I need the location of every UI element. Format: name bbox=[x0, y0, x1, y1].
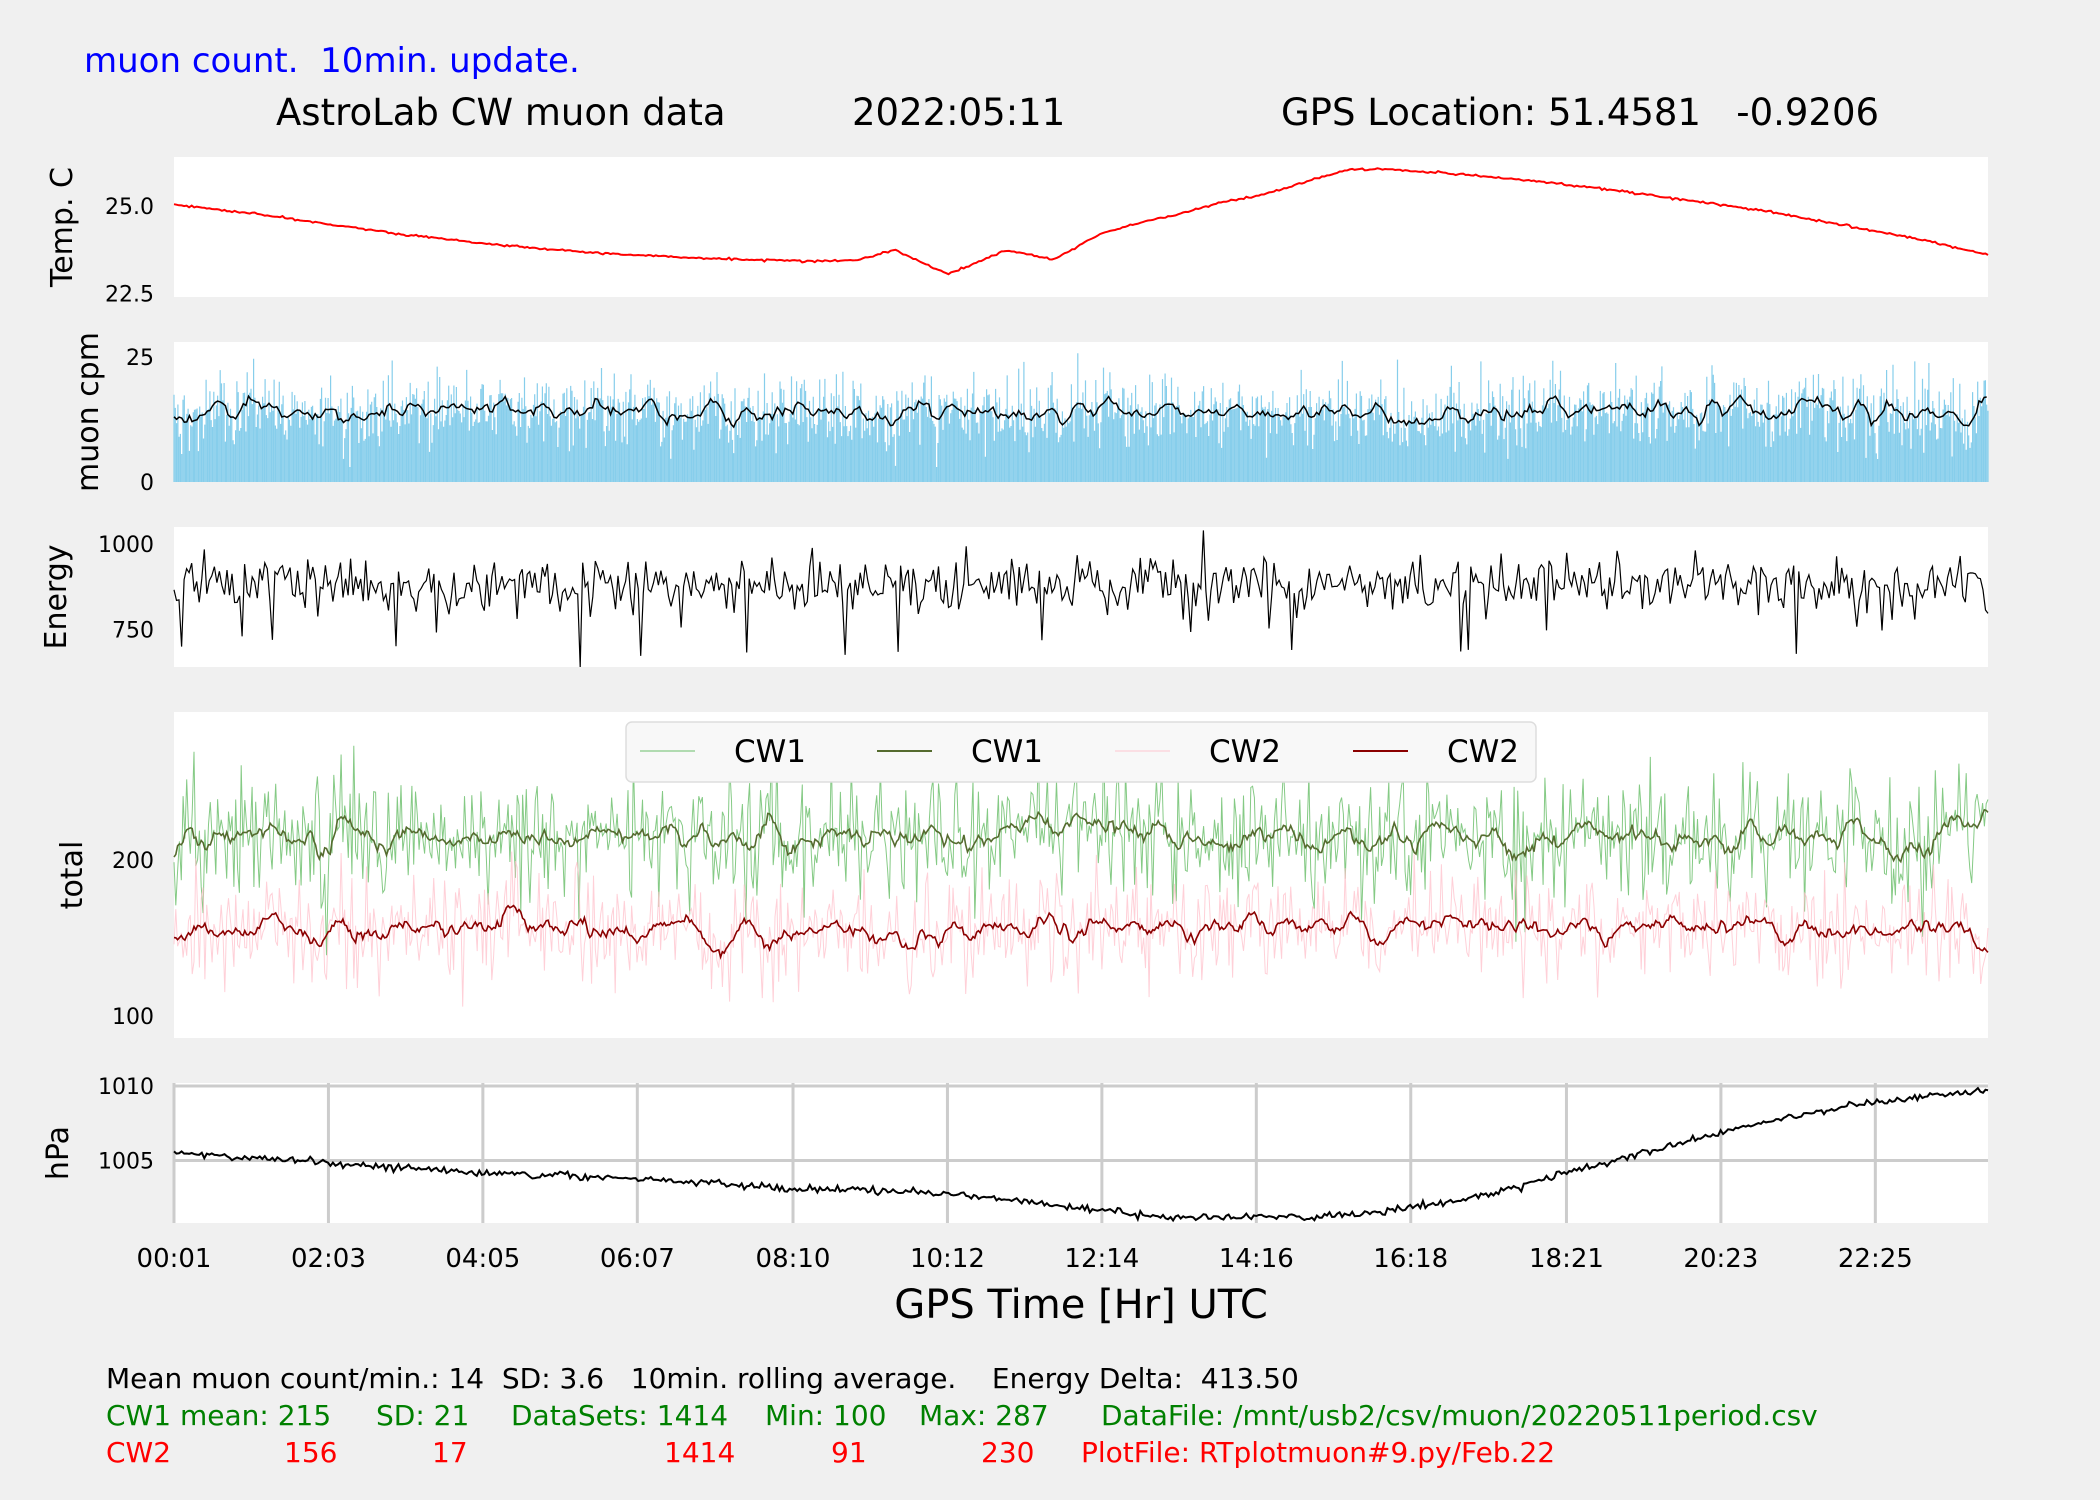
legend-label: CW1 bbox=[971, 734, 1043, 770]
x-tick-label: 16:18 bbox=[1373, 1244, 1448, 1274]
cw2-datasets: 1414 bbox=[664, 1436, 736, 1469]
panel-muon_cpm: 0 25 muon cpm bbox=[71, 332, 1989, 496]
y-axis-label: Temp. C bbox=[45, 167, 80, 288]
x-axis-label: GPS Time [Hr] UTC bbox=[894, 1282, 1268, 1328]
cw2-raw-line bbox=[173, 851, 1989, 1007]
cw2-plotfile: PlotFile: RTplotmuon#9.py/Feb.22 bbox=[1081, 1436, 1556, 1469]
y-tick-label: 1005 bbox=[98, 1149, 154, 1174]
y-axis-label: hPa bbox=[41, 1126, 76, 1180]
x-tick-label: 04:05 bbox=[445, 1244, 520, 1274]
cw2-label: CW2 bbox=[106, 1436, 172, 1469]
chart-title: AstroLab CW muon data bbox=[276, 91, 726, 134]
x-tick-label: 12:14 bbox=[1064, 1244, 1139, 1274]
pressure-line bbox=[173, 1086, 1989, 1223]
x-tick-label: 18:21 bbox=[1529, 1244, 1604, 1274]
x-tick-label: 10:12 bbox=[910, 1244, 985, 1274]
y-tick-label: 1010 bbox=[98, 1075, 154, 1100]
y-tick-label: 25 bbox=[126, 346, 154, 371]
cw1-raw-line bbox=[173, 740, 1989, 956]
x-tick-label: 00:01 bbox=[137, 1244, 212, 1274]
cw2-min: 91 bbox=[831, 1436, 867, 1469]
panel-background bbox=[174, 527, 1988, 667]
cw1-max: Max: 287 bbox=[919, 1399, 1049, 1432]
panel-total: 100 200 total CW1 CW1 CW2 CW2 bbox=[55, 712, 1989, 1038]
update-note: muon count. 10min. update. bbox=[84, 41, 580, 81]
cw2-sd: 17 bbox=[432, 1436, 468, 1469]
legend-label: CW1 bbox=[734, 734, 806, 770]
y-tick-label: 1000 bbox=[98, 533, 154, 558]
cw1-rolling-line bbox=[173, 808, 1989, 864]
cw1-min: Min: 100 bbox=[765, 1399, 887, 1432]
y-axis-label: Energy bbox=[39, 544, 74, 649]
cw1-datafile: DataFile: /mnt/usb2/csv/muon/20220511per… bbox=[1101, 1399, 1818, 1432]
y-axis-label: total bbox=[55, 841, 90, 910]
x-tick-label: 02:03 bbox=[291, 1244, 366, 1274]
cw2-max: 230 bbox=[981, 1436, 1035, 1469]
cw2-mean: 156 bbox=[284, 1436, 338, 1469]
temperature-line bbox=[173, 167, 1989, 276]
y-tick-label: 200 bbox=[112, 849, 154, 874]
footer-stats: Mean muon count/min.: 14 SD: 3.6 10min. … bbox=[106, 1362, 1299, 1395]
x-tick-label: 22:25 bbox=[1838, 1244, 1913, 1274]
panel-temperature: 22.5 25.0 Temp. C bbox=[45, 157, 1989, 308]
panel-energy: 750 1000 Energy bbox=[39, 527, 1989, 668]
cw2-rolling-line bbox=[173, 904, 1989, 960]
chart-date: 2022:05:11 bbox=[852, 91, 1066, 134]
energy-line bbox=[173, 530, 1989, 668]
x-tick-label: 08:10 bbox=[756, 1244, 831, 1274]
legend-label: CW2 bbox=[1447, 734, 1519, 770]
y-tick-label: 22.5 bbox=[105, 283, 154, 308]
legend-label: CW2 bbox=[1209, 734, 1281, 770]
muon-bars bbox=[173, 353, 1989, 482]
panel-background bbox=[174, 157, 1988, 297]
legend: CW1 CW1 CW2 CW2 bbox=[625, 721, 1537, 783]
panel-pressure: 1005 1010 hPa bbox=[41, 1075, 1989, 1223]
x-tick-label: 20:23 bbox=[1683, 1244, 1758, 1274]
legend-box bbox=[625, 721, 1537, 783]
cw1-datasets: DataSets: 1414 bbox=[511, 1399, 729, 1432]
y-axis-label: muon cpm bbox=[71, 332, 106, 492]
x-tick-label: 06:07 bbox=[600, 1244, 675, 1274]
x-tick-label: 14:16 bbox=[1219, 1244, 1294, 1274]
muon-rolling-average bbox=[173, 394, 1987, 429]
y-tick-label: 0 bbox=[140, 471, 154, 496]
gps-location: GPS Location: 51.4581 -0.9206 bbox=[1281, 91, 1880, 134]
y-tick-label: 750 bbox=[112, 618, 154, 643]
cw1-sd: SD: 21 bbox=[376, 1399, 470, 1432]
y-tick-label: 25.0 bbox=[105, 195, 154, 220]
y-tick-label: 100 bbox=[112, 1005, 154, 1030]
panel-background bbox=[174, 1083, 1988, 1223]
cw1-mean: CW1 mean: 215 bbox=[106, 1399, 332, 1432]
